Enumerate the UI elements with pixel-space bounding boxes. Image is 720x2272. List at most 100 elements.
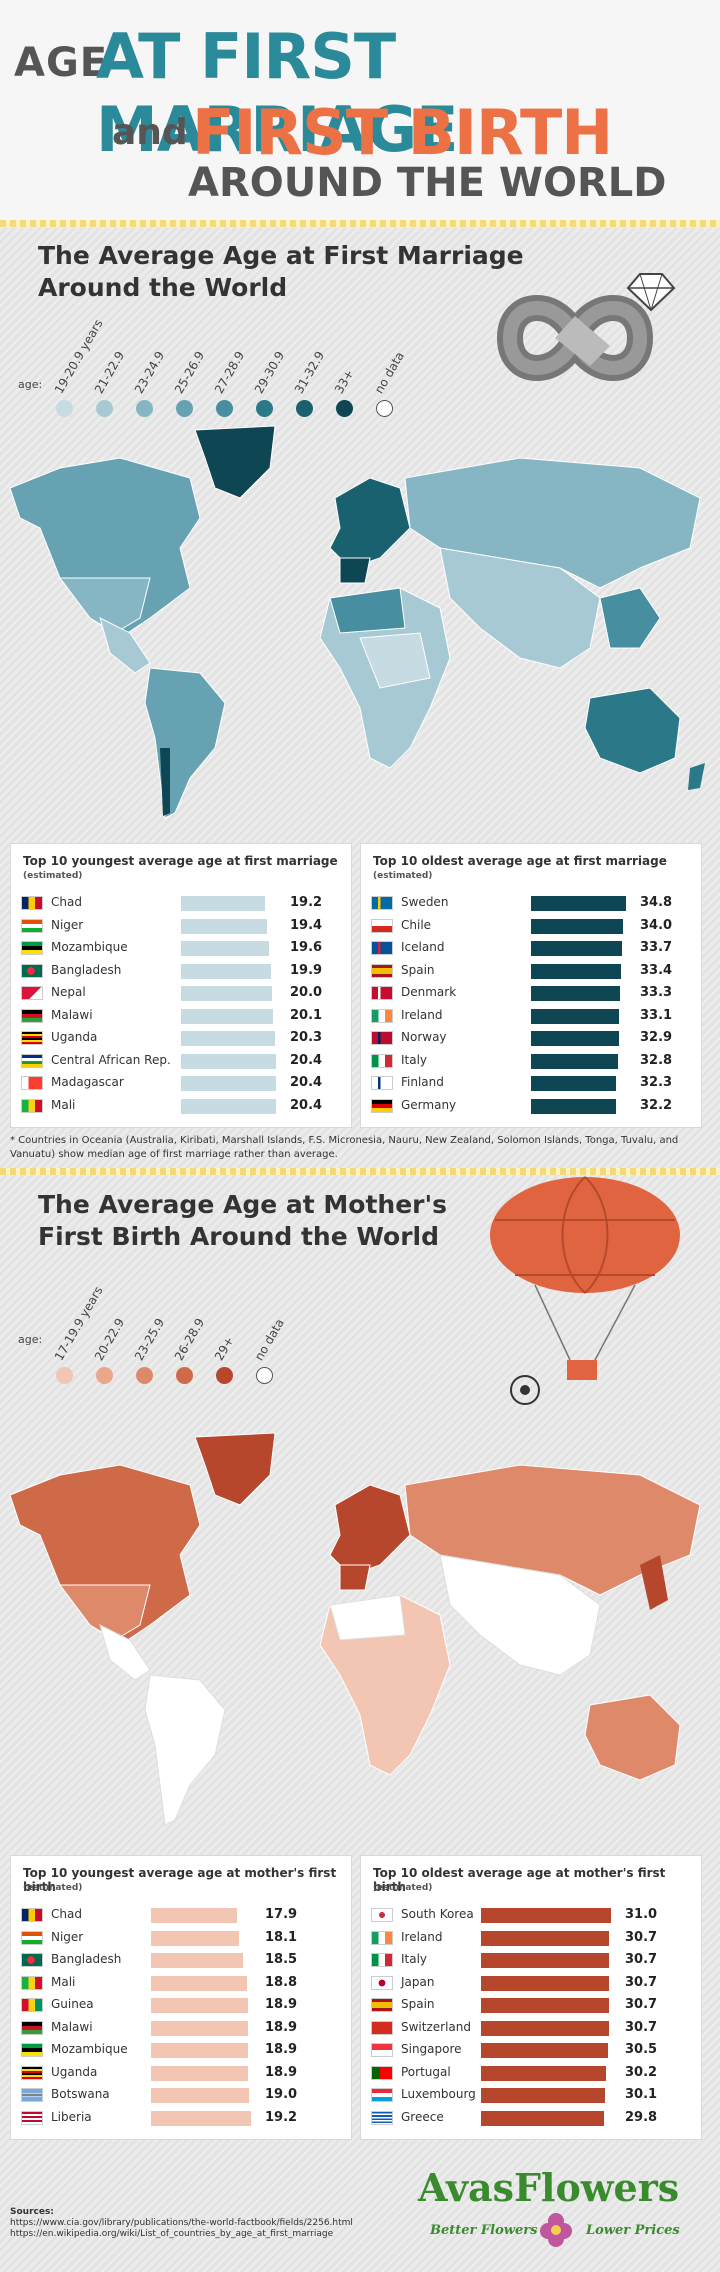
table-row: Malawi 18.9 [11, 2017, 351, 2039]
value-bar [181, 1053, 276, 1069]
value-label: 17.9 [265, 1907, 298, 1922]
flag-icon [21, 1008, 43, 1023]
table-row: Madagascar 20.4 [11, 1072, 351, 1094]
flag-icon [21, 2065, 43, 2080]
title-at-first-marriage: AT FIRST MARRIAGE [96, 20, 458, 166]
value-bar [531, 1098, 617, 1114]
value-bar [481, 1930, 610, 1946]
value-label: 19.4 [290, 917, 323, 933]
legend-label: 21-22.9 [91, 348, 128, 396]
country-name: Mali [51, 1974, 76, 1989]
value-bar [181, 963, 272, 979]
table-row: Nepal 20.0 [11, 982, 351, 1004]
flag-icon [21, 2110, 43, 2125]
table-row: Spain 30.7 [361, 1994, 701, 2016]
flag-icon [21, 941, 43, 955]
value-label: 20.4 [290, 1052, 323, 1068]
birth-oldest-sub: (estimated) [373, 1883, 433, 1893]
country-name: Singapore [401, 2042, 462, 2056]
value-bar [481, 2020, 610, 2036]
value-label: 30.7 [625, 2019, 658, 2035]
legend-swatch [376, 400, 393, 417]
legend-label: 26-28.9 [171, 1315, 208, 1363]
table-row: Bangladesh 18.5 [11, 1949, 351, 1971]
country-name: Sweden [401, 895, 449, 909]
table-row: Chad 17.9 [11, 1904, 351, 1926]
table-row: Italy 32.8 [361, 1050, 701, 1072]
value-label: 18.9 [265, 2042, 298, 2057]
source-link[interactable]: https://www.cia.gov/library/publications… [10, 2218, 353, 2228]
marriage-title-line2: Around the World [38, 273, 288, 302]
legend-label: 31-32.9 [291, 348, 328, 396]
flag-icon [21, 1098, 43, 1113]
legend-prefix: age: [18, 1333, 43, 1346]
marriage-legend: age: 19-20.9 years 21-22.9 23-24.9 25-26.9 2… [14, 248, 434, 418]
marriage-oldest-panel: Top 10 oldest average age at first marri… [360, 843, 702, 1128]
flag-icon [371, 1908, 393, 1922]
brand-logo[interactable]: AvasFlowers Better Flowers Lower Prices [418, 2165, 708, 2255]
table-row: Chile 34.0 [361, 915, 701, 937]
title-around-the-world: AROUND THE WORLD [188, 160, 667, 206]
birth-section: The Average Age at Mother's First Birth … [0, 1175, 720, 2272]
value-label: 19.9 [290, 962, 323, 978]
value-label: 32.2 [640, 1097, 673, 1113]
legend-swatch [336, 400, 353, 417]
country-name: Norway [401, 1030, 447, 1044]
legend-label: 25-26.9 [171, 348, 208, 396]
table-row: Switzerland 30.7 [361, 2017, 701, 2039]
legend-label: 20-22.9 [91, 1315, 128, 1363]
value-label: 20.1 [290, 1007, 323, 1023]
flag-icon [21, 1031, 43, 1045]
value-bar [151, 2088, 249, 2103]
marriage-world-map [9, 425, 705, 819]
value-label: 18.9 [265, 1997, 298, 2012]
flag-icon [21, 918, 43, 933]
value-bar [151, 1998, 248, 2013]
value-label: 30.7 [625, 1952, 658, 1967]
table-row: Niger 18.1 [11, 1927, 351, 1949]
value-label: 20.4 [290, 1075, 323, 1090]
flag-icon [21, 1076, 43, 1090]
flag-icon [21, 963, 43, 978]
birth-youngest-title: Top 10 youngest average age at mother's … [23, 1866, 337, 1894]
legend-label: 29+ [211, 1334, 237, 1363]
value-label: 30.7 [625, 1997, 658, 2012]
value-label: 18.5 [265, 1952, 298, 1967]
legend-label: 29-30.9 [251, 348, 288, 396]
flag-icon [371, 2110, 393, 2125]
flag-icon [21, 2043, 43, 2057]
legend-prefix: age: [18, 378, 43, 391]
flag-icon [371, 1053, 393, 1068]
value-bar [481, 1953, 610, 1968]
value-bar [531, 1076, 617, 1091]
legend-swatch [136, 1367, 153, 1384]
source-link[interactable]: https://en.wikipedia.org/wiki/List_of_co… [10, 2229, 334, 2239]
flag-icon [21, 2088, 43, 2102]
value-label: 18.9 [265, 2019, 298, 2035]
country-name: Chile [401, 917, 432, 932]
legend-swatch [216, 400, 233, 417]
value-label: 18.8 [265, 1974, 298, 1990]
flag-icon [21, 2020, 43, 2035]
value-bar [531, 1008, 620, 1024]
country-name: Bangladesh [51, 1952, 122, 1966]
flag-icon [371, 2065, 393, 2080]
legend-label: no data [251, 1316, 287, 1363]
value-label: 19.6 [290, 940, 323, 955]
value-bar [531, 918, 623, 934]
country-name: Botswana [51, 2087, 110, 2101]
table-row: Sweden 34.8 [361, 892, 701, 914]
value-bar [481, 2110, 604, 2126]
marriage-title: The Average Age at First Marriage Around… [38, 240, 524, 304]
marriage-oldest-sub: (estimated) [373, 871, 433, 881]
value-bar [181, 918, 267, 934]
country-name: Ireland [401, 1929, 443, 1944]
table-row: Denmark 33.3 [361, 982, 701, 1004]
legend-swatch [96, 1367, 113, 1384]
value-bar [181, 1076, 276, 1091]
country-name: Uganda [51, 2064, 98, 2079]
table-row: South Korea 31.0 [361, 1904, 701, 1926]
value-label: 19.0 [265, 2087, 298, 2102]
country-name: Chad [51, 895, 82, 909]
value-bar [481, 1908, 611, 1923]
